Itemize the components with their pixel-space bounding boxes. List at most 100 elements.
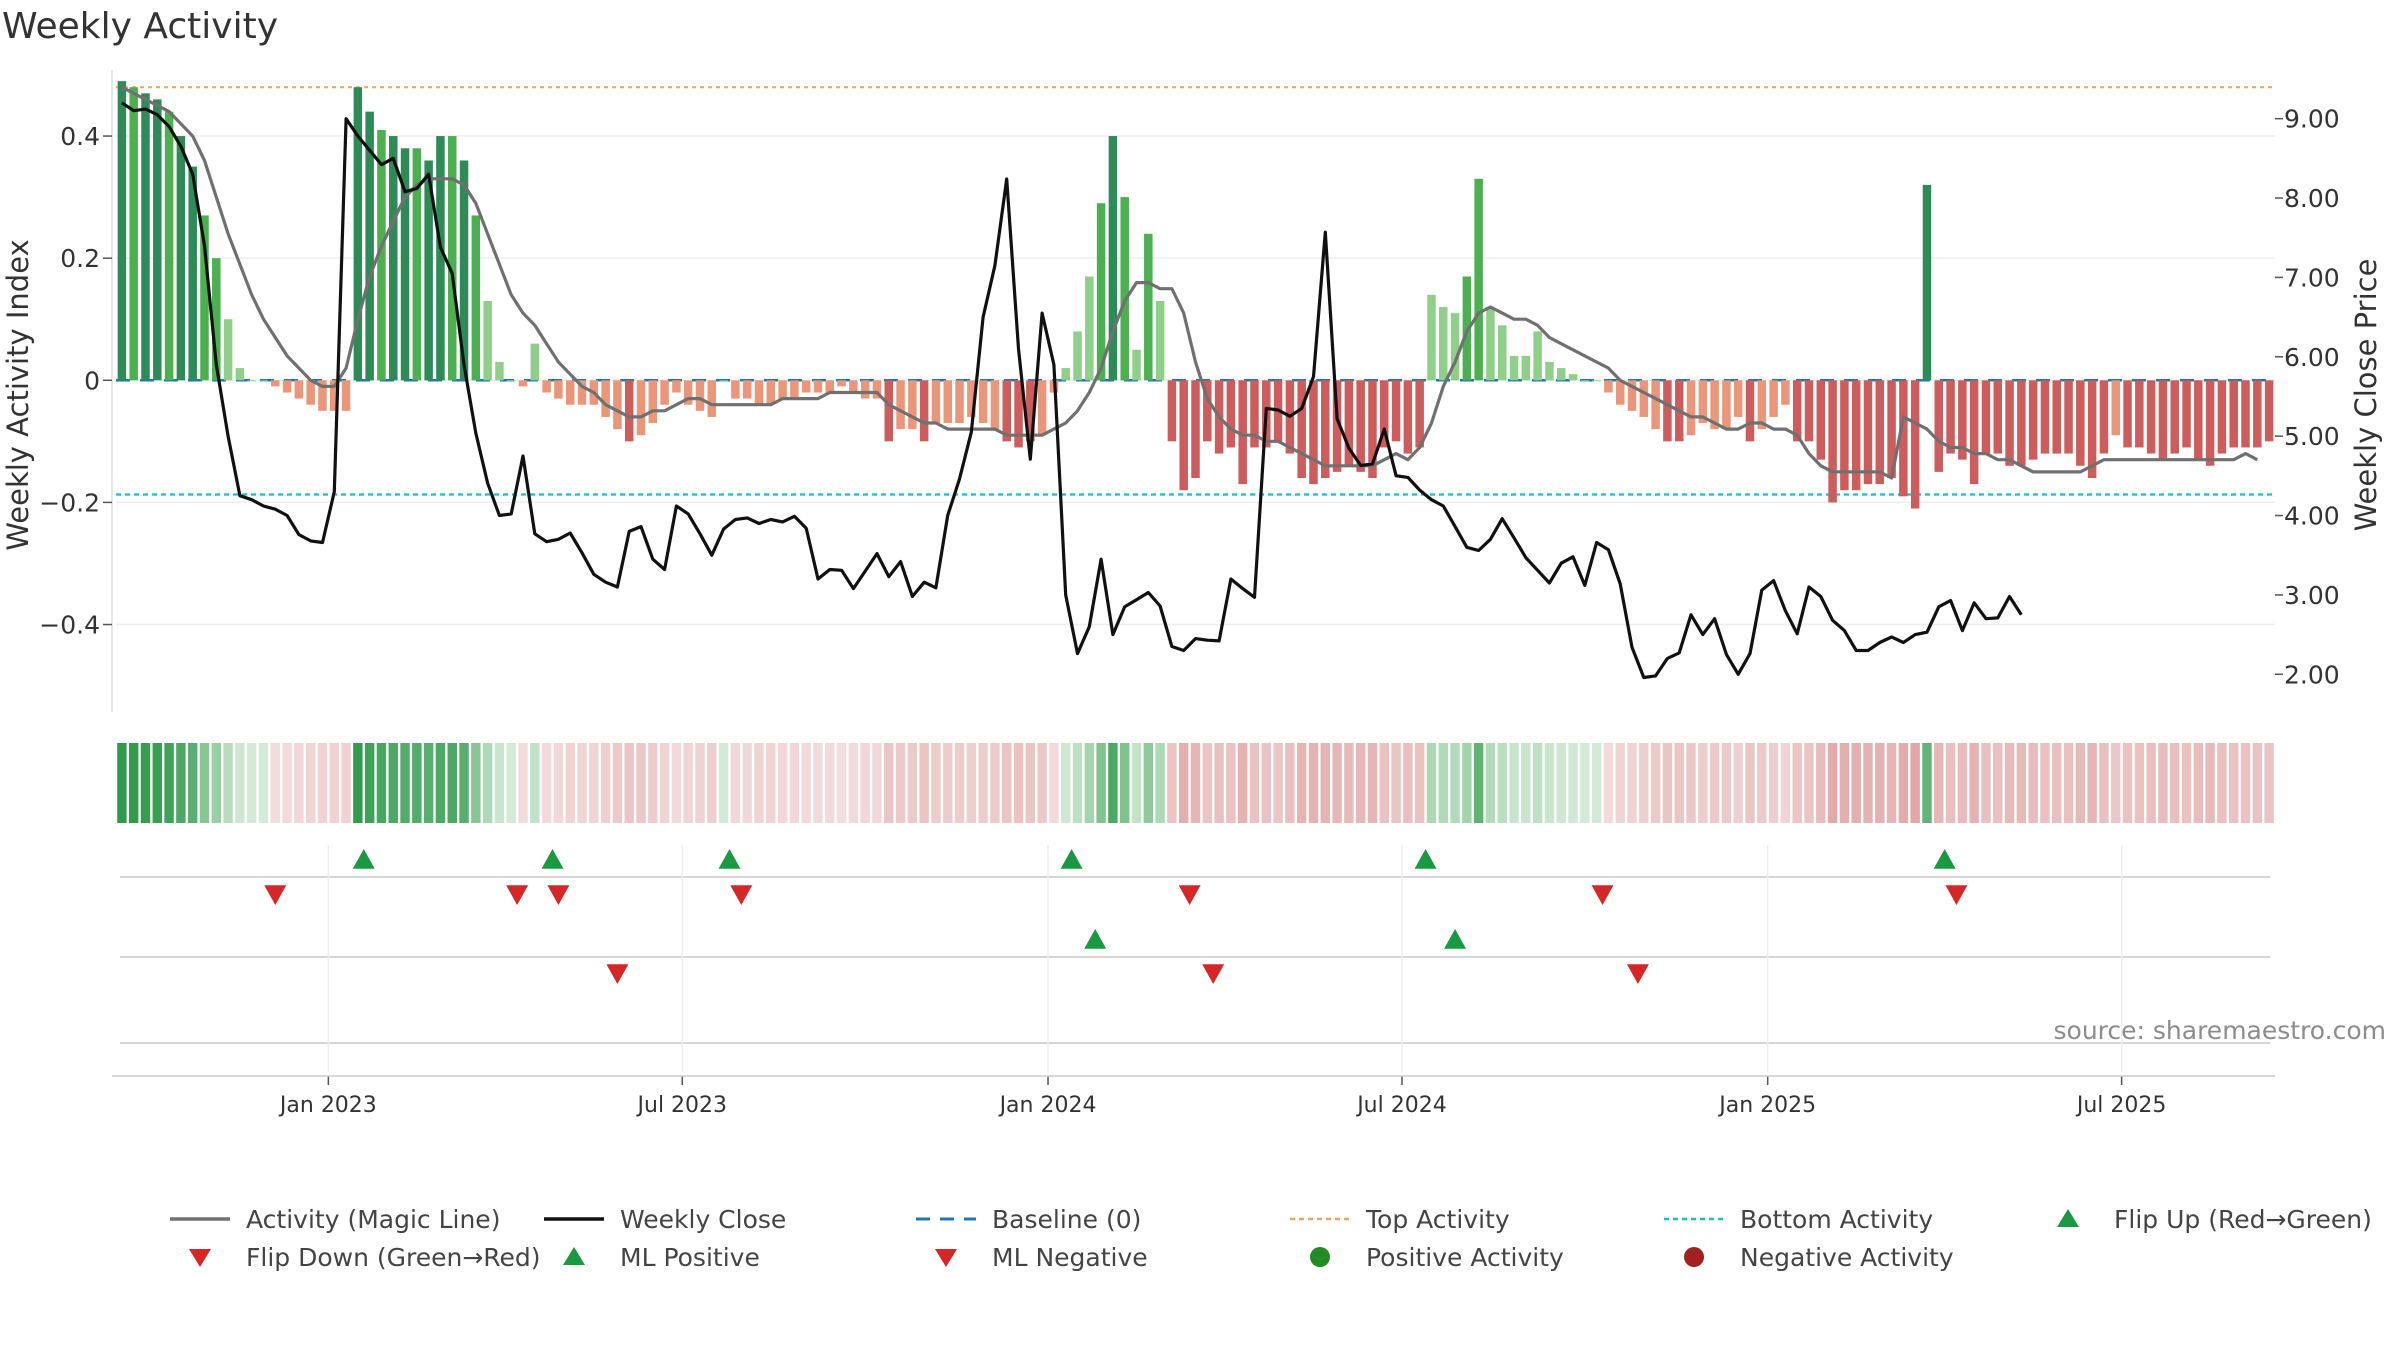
- heat-cell: [2111, 743, 2121, 823]
- heat-cell: [364, 743, 375, 823]
- heat-cell: [459, 743, 469, 823]
- heat-cell: [447, 743, 457, 823]
- legend-swatch-icon: [170, 1217, 230, 1221]
- heat-cell: [895, 743, 906, 823]
- heat-cell: [1509, 743, 1519, 823]
- heat-cell: [199, 743, 210, 823]
- heat-cell: [1969, 743, 1979, 823]
- heat-cell: [1084, 743, 1095, 823]
- legend-label: Bottom Activity: [1740, 1204, 1934, 1234]
- activity-bar: [518, 380, 528, 387]
- heat-cell: [294, 743, 304, 823]
- activity-bar: [294, 380, 304, 399]
- flip-up-marker: [541, 849, 564, 869]
- heat-cell: [836, 743, 847, 823]
- activity-bar: [2076, 380, 2085, 466]
- heat-cell: [152, 743, 163, 823]
- y2-tick-label: 2.00: [2284, 660, 2340, 689]
- heat-cell: [482, 743, 493, 823]
- heat-cell: [1709, 743, 1720, 823]
- activity-bar: [1061, 368, 1070, 381]
- heat-cell: [1049, 743, 1059, 823]
- activity-bar: [849, 380, 858, 393]
- activity-bar: [2170, 380, 2179, 454]
- activity-bar: [1757, 380, 1767, 430]
- x-tick-label: Jul 2023: [636, 1093, 728, 1118]
- activity-bars: [117, 81, 2274, 509]
- heat-cell: [1155, 743, 1165, 823]
- activity-bar: [2052, 380, 2061, 454]
- heat-cell: [2158, 743, 2168, 823]
- heat-cell: [1261, 743, 1272, 823]
- activity-bar: [1922, 184, 1932, 381]
- activity-bar: [341, 380, 351, 411]
- heat-cell: [329, 743, 339, 823]
- activity-bar: [1191, 380, 1200, 478]
- heat-cell: [1934, 743, 1944, 823]
- activity-bar: [447, 136, 457, 381]
- activity-bar: [1486, 307, 1495, 381]
- activity-bar: [1851, 380, 1861, 491]
- heat-cell: [164, 743, 174, 823]
- activity-bar: [2017, 380, 2026, 466]
- heat-cell: [978, 743, 988, 823]
- heat-cell: [1981, 743, 1991, 823]
- activity-bar: [1321, 380, 1330, 478]
- heat-cell: [1403, 743, 1413, 823]
- activity-bar: [919, 380, 929, 442]
- ml-negative-marker: [1202, 964, 1225, 984]
- source-note: source: sharemaestro.com: [2053, 1016, 2387, 1045]
- y2-axis-title: Weekly Close Price: [2349, 259, 2383, 532]
- heat-cell: [931, 743, 941, 823]
- heat-cell: [223, 743, 233, 823]
- heat-cell: [2146, 743, 2156, 823]
- heat-cell: [754, 743, 764, 823]
- activity-bar: [400, 148, 410, 381]
- heat-cell: [2063, 743, 2074, 823]
- activity-bar: [365, 111, 374, 381]
- heat-cell: [1037, 743, 1047, 823]
- heat-cell: [789, 743, 800, 823]
- heat-cell: [471, 743, 481, 823]
- legend-swatch-icon: [563, 1247, 585, 1265]
- activity-bar: [1828, 380, 1837, 503]
- heat-cell: [1674, 743, 1684, 823]
- heat-cell: [1521, 743, 1531, 823]
- activity-bar: [495, 361, 504, 381]
- heat-cell: [400, 743, 410, 823]
- legend-label: Positive Activity: [1366, 1242, 1564, 1272]
- activity-bar: [2217, 380, 2227, 454]
- legend-swatch-icon: [1310, 1247, 1330, 1267]
- activity-bar: [247, 380, 256, 382]
- activity-bar: [1380, 380, 1389, 448]
- heat-cell: [2122, 743, 2133, 823]
- activity-bar: [306, 380, 315, 405]
- y2-tick-label: 3.00: [2284, 581, 2340, 610]
- heat-cell: [1615, 743, 1625, 823]
- activity-heat-strip: [117, 743, 2274, 823]
- heat-cell: [1910, 743, 1920, 823]
- activity-bar: [188, 166, 197, 381]
- heat-cell: [1178, 743, 1189, 823]
- heat-cell: [341, 743, 351, 823]
- legend-swatch-icon: [1684, 1247, 1704, 1267]
- legend-item: Positive Activity: [1288, 1241, 1564, 1273]
- activity-bar: [601, 380, 610, 417]
- activity-bar: [1250, 380, 1259, 448]
- activity-bar: [282, 380, 292, 393]
- activity-bar: [1887, 380, 1896, 478]
- activity-bar: [1568, 374, 1578, 381]
- activity-bar: [1580, 380, 1590, 382]
- activity-bar: [389, 136, 398, 381]
- heat-cell: [2052, 743, 2062, 823]
- heat-cell: [282, 743, 292, 823]
- x-tick-label: Jul 2024: [1355, 1093, 1447, 1118]
- heat-cell: [1462, 743, 1472, 823]
- heat-cell: [1650, 743, 1661, 823]
- legend-label: Flip Down (Green→Red): [246, 1242, 541, 1272]
- heat-cell: [353, 743, 363, 823]
- activity-bar: [1545, 361, 1554, 381]
- activity-bar: [530, 343, 540, 381]
- ml-positive-marker: [1444, 929, 1467, 949]
- activity-bar: [1958, 380, 1967, 460]
